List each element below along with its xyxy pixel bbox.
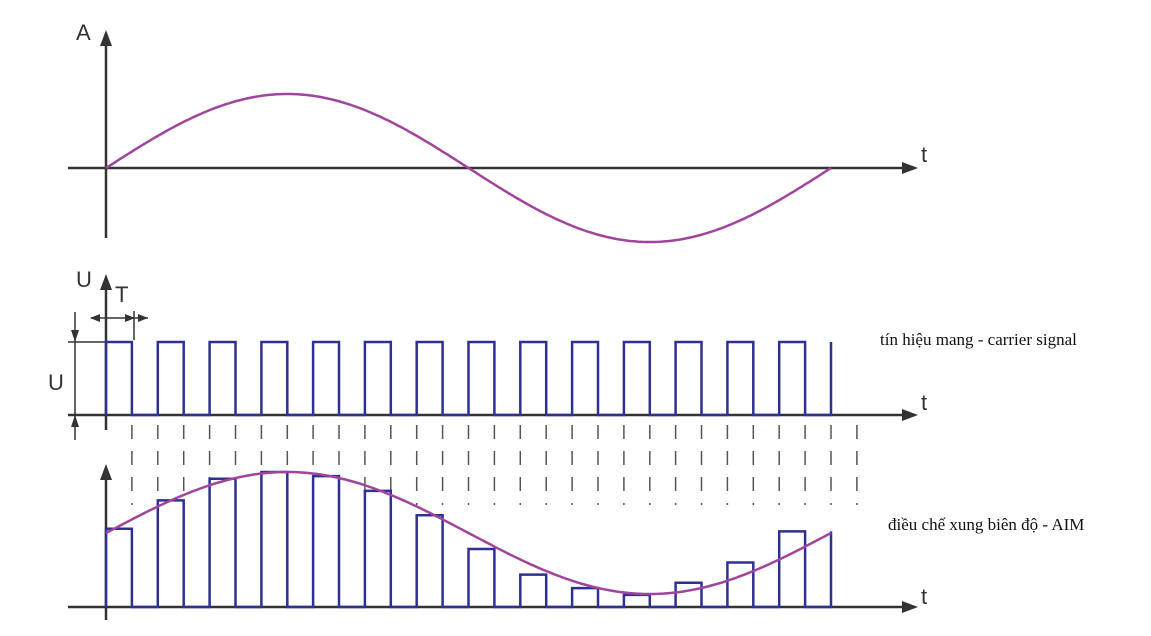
time-axis-2-arrowhead xyxy=(902,409,918,421)
voltage-level-label: U xyxy=(48,370,64,395)
aim-caption: điều chế xung biên độ - AIM xyxy=(888,515,1085,534)
voltage-level-dimension xyxy=(68,312,106,440)
sample-dashed-lines xyxy=(131,425,858,505)
time-axis-2-label: t xyxy=(921,390,927,415)
modulating-sine-wave xyxy=(105,92,832,244)
time-axis-1-arrowhead xyxy=(902,162,918,174)
aim-sine-envelope xyxy=(105,470,832,596)
period-label: T xyxy=(115,282,128,307)
amplitude-axis-arrowhead xyxy=(100,30,112,46)
carrier-pulse-train xyxy=(104,340,833,417)
panel-carrier-signal: U t T U xyxy=(48,267,927,440)
aim-pulse-train xyxy=(104,470,833,609)
voltage-axis-3-arrowhead xyxy=(100,464,112,480)
voltage-axis-2-arrowhead xyxy=(100,274,112,290)
time-axis-3-label: t xyxy=(921,584,927,609)
period-dimension xyxy=(90,311,148,340)
time-axis-1-label: t xyxy=(921,142,927,167)
carrier-signal-caption: tín hiệu mang - carrier signal xyxy=(880,330,1077,349)
time-axis-3-arrowhead xyxy=(902,601,918,613)
amplitude-axis-label: A xyxy=(76,20,91,45)
panel-aim: t xyxy=(68,464,927,620)
panel-modulating-signal: A t xyxy=(68,20,927,244)
voltage-axis-label: U xyxy=(76,267,92,292)
